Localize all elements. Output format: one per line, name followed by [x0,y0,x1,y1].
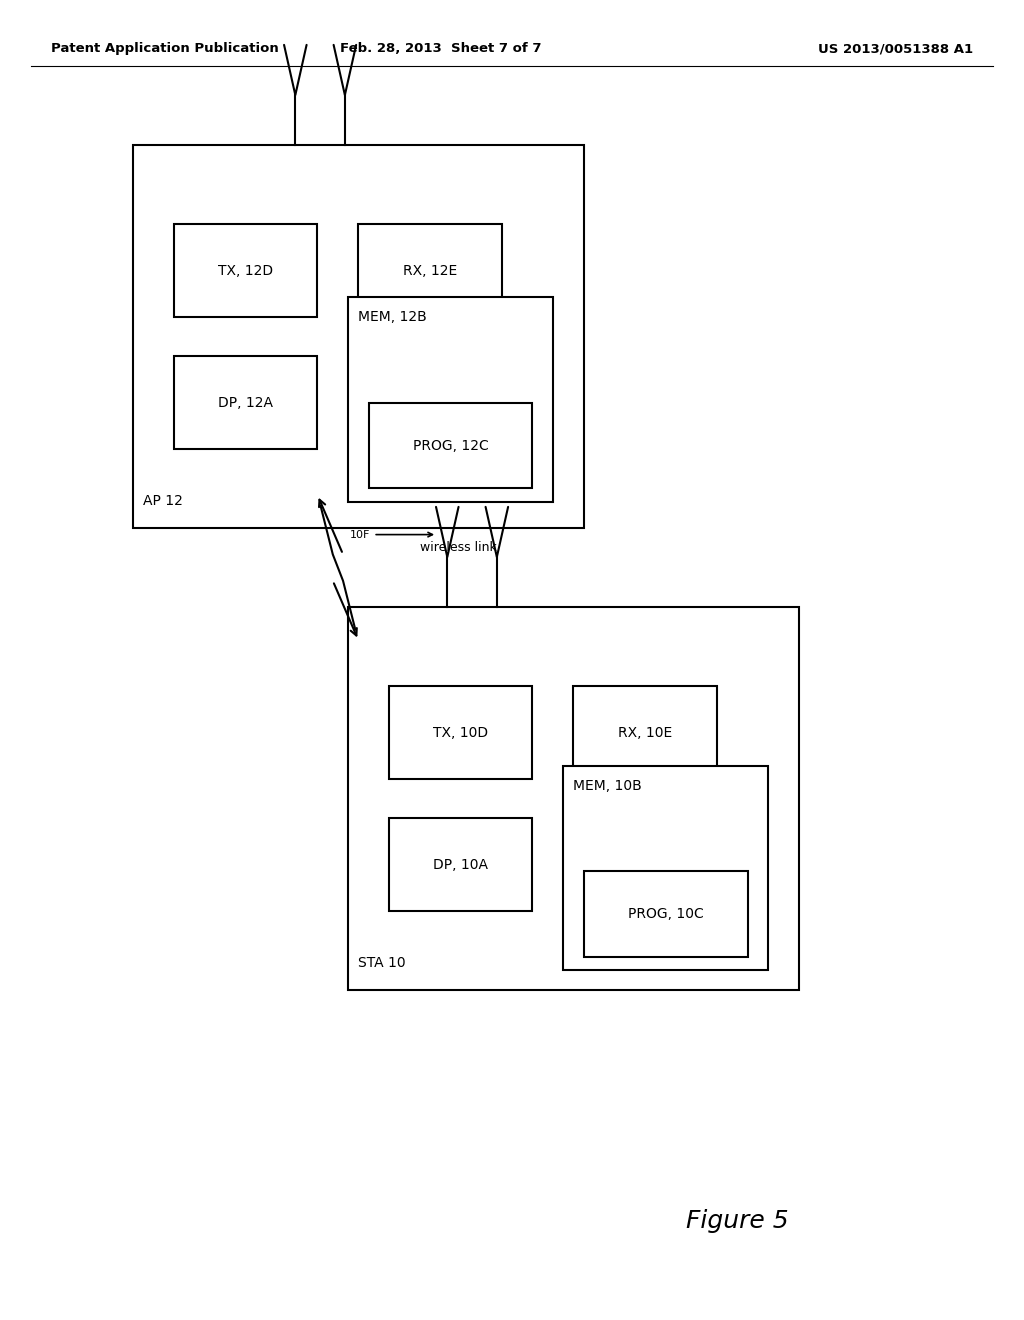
Text: RX, 10E: RX, 10E [618,726,672,739]
FancyBboxPatch shape [348,607,799,990]
Text: DP, 10A: DP, 10A [433,858,488,871]
Text: Feb. 28, 2013  Sheet 7 of 7: Feb. 28, 2013 Sheet 7 of 7 [340,42,541,55]
Text: US 2013/0051388 A1: US 2013/0051388 A1 [818,42,973,55]
FancyBboxPatch shape [358,224,502,317]
Text: TX, 12D: TX, 12D [218,264,273,277]
FancyBboxPatch shape [174,224,317,317]
Text: MEM, 12B: MEM, 12B [358,310,427,325]
FancyBboxPatch shape [369,403,532,488]
Text: DP, 12A: DP, 12A [218,396,273,409]
Text: STA 10: STA 10 [358,956,407,970]
FancyBboxPatch shape [573,686,717,779]
FancyBboxPatch shape [389,818,532,911]
FancyBboxPatch shape [174,356,317,449]
Text: PROG, 12C: PROG, 12C [413,438,488,453]
Text: wireless link: wireless link [420,541,497,554]
Text: MEM, 10B: MEM, 10B [573,779,642,793]
FancyBboxPatch shape [389,686,532,779]
FancyBboxPatch shape [584,871,748,957]
Text: 10F: 10F [350,529,432,540]
Text: RX, 12E: RX, 12E [403,264,457,277]
Text: Figure 5: Figure 5 [686,1209,788,1233]
Text: TX, 10D: TX, 10D [433,726,488,739]
FancyBboxPatch shape [563,766,768,970]
Text: AP 12: AP 12 [143,494,183,508]
FancyBboxPatch shape [133,145,584,528]
Text: Patent Application Publication: Patent Application Publication [51,42,279,55]
Text: PROG, 10C: PROG, 10C [628,907,703,921]
FancyBboxPatch shape [348,297,553,502]
